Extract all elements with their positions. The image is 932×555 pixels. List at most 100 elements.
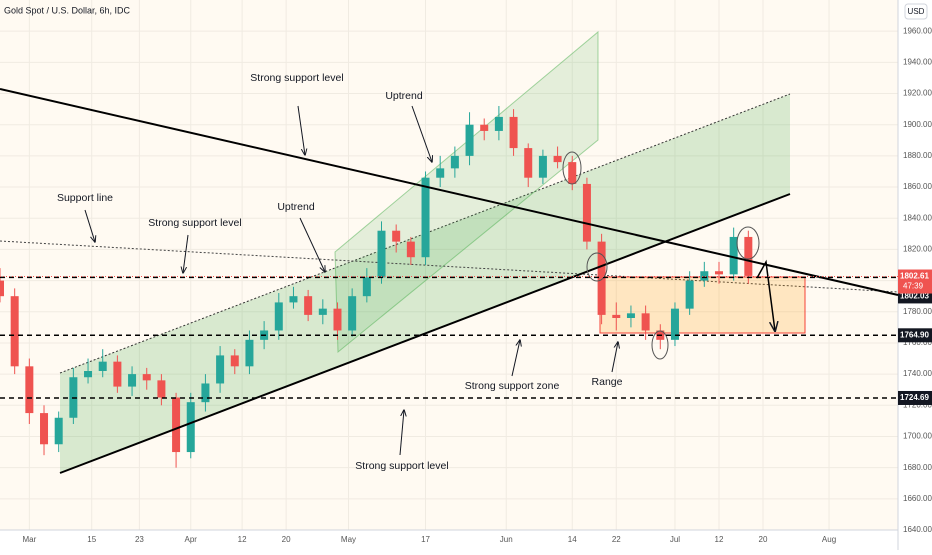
candle-body	[40, 413, 49, 445]
candle-body	[54, 417, 63, 445]
candle-body	[714, 271, 723, 275]
pointer-arrow	[511, 340, 520, 377]
candle-body	[289, 296, 298, 303]
candle-body	[216, 355, 225, 384]
pointer-arrow	[299, 217, 325, 272]
pointer-arrow	[84, 209, 95, 242]
annotation: Uptrend	[277, 201, 315, 213]
downtrend-line	[0, 88, 899, 296]
candle-body	[641, 313, 650, 331]
candle-body	[201, 383, 210, 403]
candle-body	[406, 241, 415, 258]
candle-body	[685, 280, 694, 309]
highlight-circle	[562, 151, 582, 185]
candle-body	[274, 302, 283, 331]
candle-body	[436, 168, 445, 178]
x-tick-label: 15	[87, 535, 96, 544]
x-tick-label: Apr	[185, 535, 198, 544]
candle-body	[553, 155, 562, 163]
candle-body	[230, 355, 239, 367]
y-tick-label: 1780.00	[903, 307, 932, 316]
y-tick-label: 1940.00	[903, 57, 932, 66]
annotation: Strong support level	[355, 460, 448, 472]
annotation: Strong support level	[250, 72, 343, 84]
candle-body	[113, 361, 122, 387]
time-axis	[0, 530, 898, 550]
pointer-arrow	[183, 234, 189, 273]
x-tick-label: 22	[612, 535, 621, 544]
annotation: Strong support level	[148, 217, 241, 229]
candle-body	[186, 402, 195, 453]
candle-body	[10, 296, 19, 367]
candle-body	[626, 313, 635, 318]
candle-body	[538, 155, 547, 178]
y-tick-label: 1880.00	[903, 151, 932, 160]
candle-body	[729, 236, 738, 275]
candle-body	[245, 339, 254, 367]
y-tick-label: 1700.00	[903, 432, 932, 441]
y-tick-label: 1660.00	[903, 494, 932, 503]
candle-body	[84, 371, 93, 378]
annotation: Range	[592, 376, 623, 388]
x-tick-label: 14	[568, 535, 577, 544]
level-label: 1724.69	[900, 393, 929, 402]
candle-body	[670, 308, 679, 340]
x-tick-label: 12	[238, 535, 247, 544]
currency[interactable]: USD	[908, 7, 925, 16]
y-tick-label: 1760.00	[903, 338, 932, 347]
y-tick-label: 1900.00	[903, 120, 932, 129]
countdown: 47:39	[903, 282, 924, 291]
candles	[0, 106, 753, 468]
level-label: 1764.90	[900, 330, 929, 339]
x-tick-label: Jun	[500, 535, 513, 544]
candle-body	[362, 277, 371, 297]
x-tick-label: May	[341, 535, 356, 544]
annotation: Strong support zone	[465, 380, 560, 392]
candle-body	[392, 230, 401, 242]
x-tick-label: Jul	[670, 535, 680, 544]
candle-body	[524, 148, 533, 178]
pointer-arrow	[399, 410, 404, 456]
x-tick-label: 12	[715, 535, 724, 544]
candle-body	[509, 116, 518, 149]
candle-body	[744, 236, 753, 276]
candle-body	[421, 177, 430, 258]
pointer-arrow	[611, 342, 618, 373]
chart-title: Gold Spot / U.S. Dollar, 6h, IDC	[4, 5, 131, 15]
candle-body	[157, 380, 166, 398]
highlight-circle	[736, 226, 760, 260]
candle-body	[172, 397, 181, 453]
candle-body	[318, 308, 327, 315]
y-tick-label: 1860.00	[903, 182, 932, 191]
candle-body	[568, 162, 577, 184]
overlay	[0, 88, 899, 474]
last-price-box	[898, 269, 932, 294]
candle-body	[0, 280, 4, 297]
y-tick-label: 1740.00	[903, 369, 932, 378]
x-tick-label: Aug	[822, 535, 836, 544]
support-trendline	[59, 193, 791, 474]
candle-body	[450, 155, 459, 169]
candle-body	[480, 124, 489, 131]
candle-body	[348, 296, 357, 331]
y-tick-label: 1840.00	[903, 213, 932, 222]
candle-body	[465, 124, 474, 156]
y-tick-label: 1640.00	[903, 525, 932, 534]
candle-body	[304, 296, 313, 315]
candle-body	[494, 116, 503, 131]
x-tick-label: 23	[135, 535, 144, 544]
candle-body	[25, 366, 34, 414]
x-tick-label: 20	[282, 535, 291, 544]
drawings	[0, 30, 899, 473]
channel-zone	[60, 94, 790, 473]
currency-box[interactable]	[904, 3, 928, 20]
candle-body	[98, 361, 107, 371]
last-price-label: 1802.61	[900, 272, 929, 281]
candle-body	[142, 374, 151, 381]
highlight-circle	[586, 252, 608, 282]
y-tick-label: 1960.00	[903, 26, 932, 35]
pointer-arrow	[297, 105, 305, 155]
level-label-box	[898, 390, 932, 405]
highlight-circle	[651, 330, 669, 360]
